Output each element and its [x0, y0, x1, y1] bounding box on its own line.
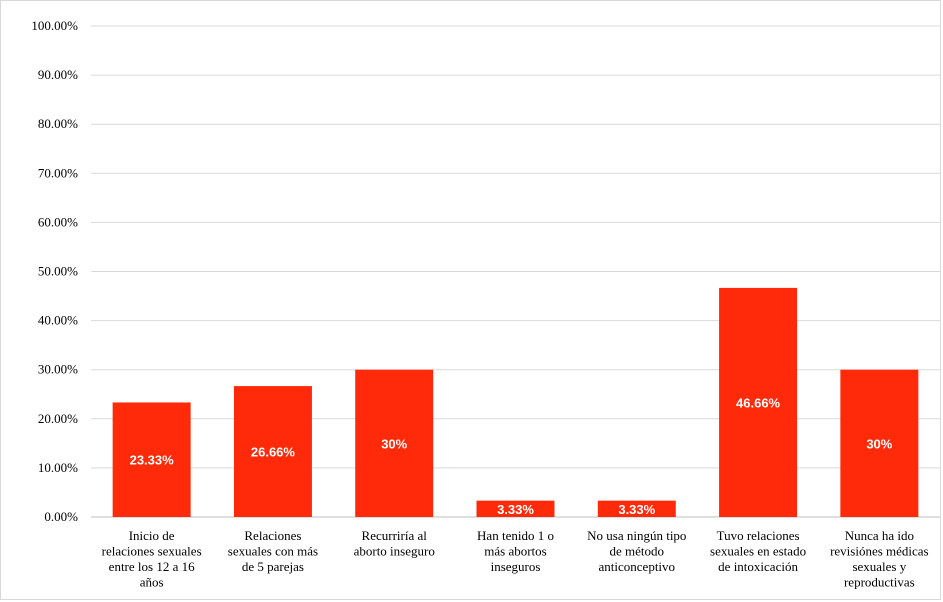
x-tick-label-line: Recurriría al [362, 528, 428, 543]
data-label: 26.66% [251, 445, 296, 460]
x-tick-label: Inicio de relaciones sexuales entre los 12… [102, 528, 202, 590]
x-tick-label-line: Han tenido 1 o [477, 528, 554, 543]
x-tick-label-line: Relaciones [244, 528, 301, 543]
x-tick-label-line: de 5 parejas [242, 559, 304, 574]
bar [112, 402, 191, 517]
y-tick-label: 70.00% [38, 165, 78, 180]
x-tick-label: Relaciones sexuales con más de 5 parejas [228, 528, 318, 574]
x-tick-label-line: de método [610, 544, 665, 559]
x-axis-categories: Inicio de relaciones sexuales entre los 12… [102, 528, 929, 590]
x-tick-label: Han tenido 1 o más abortos inseguros [477, 528, 554, 574]
x-tick-label-line: más abortos [484, 544, 546, 559]
data-label: 3.33% [618, 502, 655, 517]
y-tick-label: 100.00% [31, 18, 78, 33]
bar [355, 369, 434, 517]
x-tick-label-line: Tuvo relaciones [717, 528, 800, 543]
data-label: 30% [866, 436, 892, 451]
y-tick-label: 60.00% [38, 214, 78, 229]
y-tick-label: 40.00% [38, 313, 78, 328]
x-tick-label-line: sexuales y [852, 559, 906, 574]
x-tick-label-line: aborto inseguro [354, 544, 435, 559]
y-axis-ticks: 0.00% 10.00% 20.00% 30.00% 40.00% 50.00% 60.00… [31, 18, 78, 524]
y-tick-label: 80.00% [38, 116, 78, 131]
bar [597, 500, 676, 517]
y-tick-label: 30.00% [38, 362, 78, 377]
x-tick-label: No usa ningún tipo de método anticonceptiv… [587, 528, 686, 574]
x-tick-label-line: Nunca ha ido [845, 528, 914, 543]
bar [840, 369, 919, 517]
y-tick-label: 90.00% [38, 67, 78, 82]
x-tick-label-line: revisiónes médicas [830, 544, 929, 559]
x-tick-label-line: Inicio de [129, 528, 175, 543]
y-tick-label: 20.00% [38, 411, 78, 426]
x-tick-label-line: anticonceptivo [599, 559, 676, 574]
x-tick-label-line: inseguros [491, 559, 541, 574]
y-tick-label: 10.00% [38, 460, 78, 475]
bar [233, 386, 312, 517]
x-tick-label: Tuvo relaciones sexuales en estado de into… [710, 528, 806, 574]
x-tick-label-line: sexuales con más [228, 544, 318, 559]
y-tick-label: 0.00% [44, 509, 78, 524]
bar [476, 500, 555, 517]
gridlines [91, 25, 940, 518]
x-tick-label-line: No usa ningún tipo [587, 528, 686, 543]
x-tick-label-line: de intoxicación [718, 559, 798, 574]
data-label: 23.33% [130, 453, 175, 468]
x-tick-label: Nunca ha ido revisiónes médicas sexuales y… [830, 528, 929, 590]
x-tick-label-line: relaciones sexuales [102, 544, 202, 559]
y-tick-label: 50.00% [38, 264, 78, 279]
x-tick-label-line: reproductivas [844, 575, 915, 590]
bars [112, 287, 919, 517]
x-tick-label-line: años [140, 575, 164, 590]
bar [719, 287, 798, 517]
x-tick-label-line: entre los 12 a 16 [109, 559, 195, 574]
data-label: 30% [381, 436, 407, 451]
x-tick-label: Recurriría al aborto inseguro [354, 528, 435, 559]
data-label: 46.66% [736, 395, 781, 410]
x-tick-label-line: sexuales en estado [710, 544, 806, 559]
data-labels: 23.33% 26.66% 30% 3.33% 3.33% 46.66% 30% [130, 395, 893, 516]
data-label: 3.33% [497, 502, 534, 517]
